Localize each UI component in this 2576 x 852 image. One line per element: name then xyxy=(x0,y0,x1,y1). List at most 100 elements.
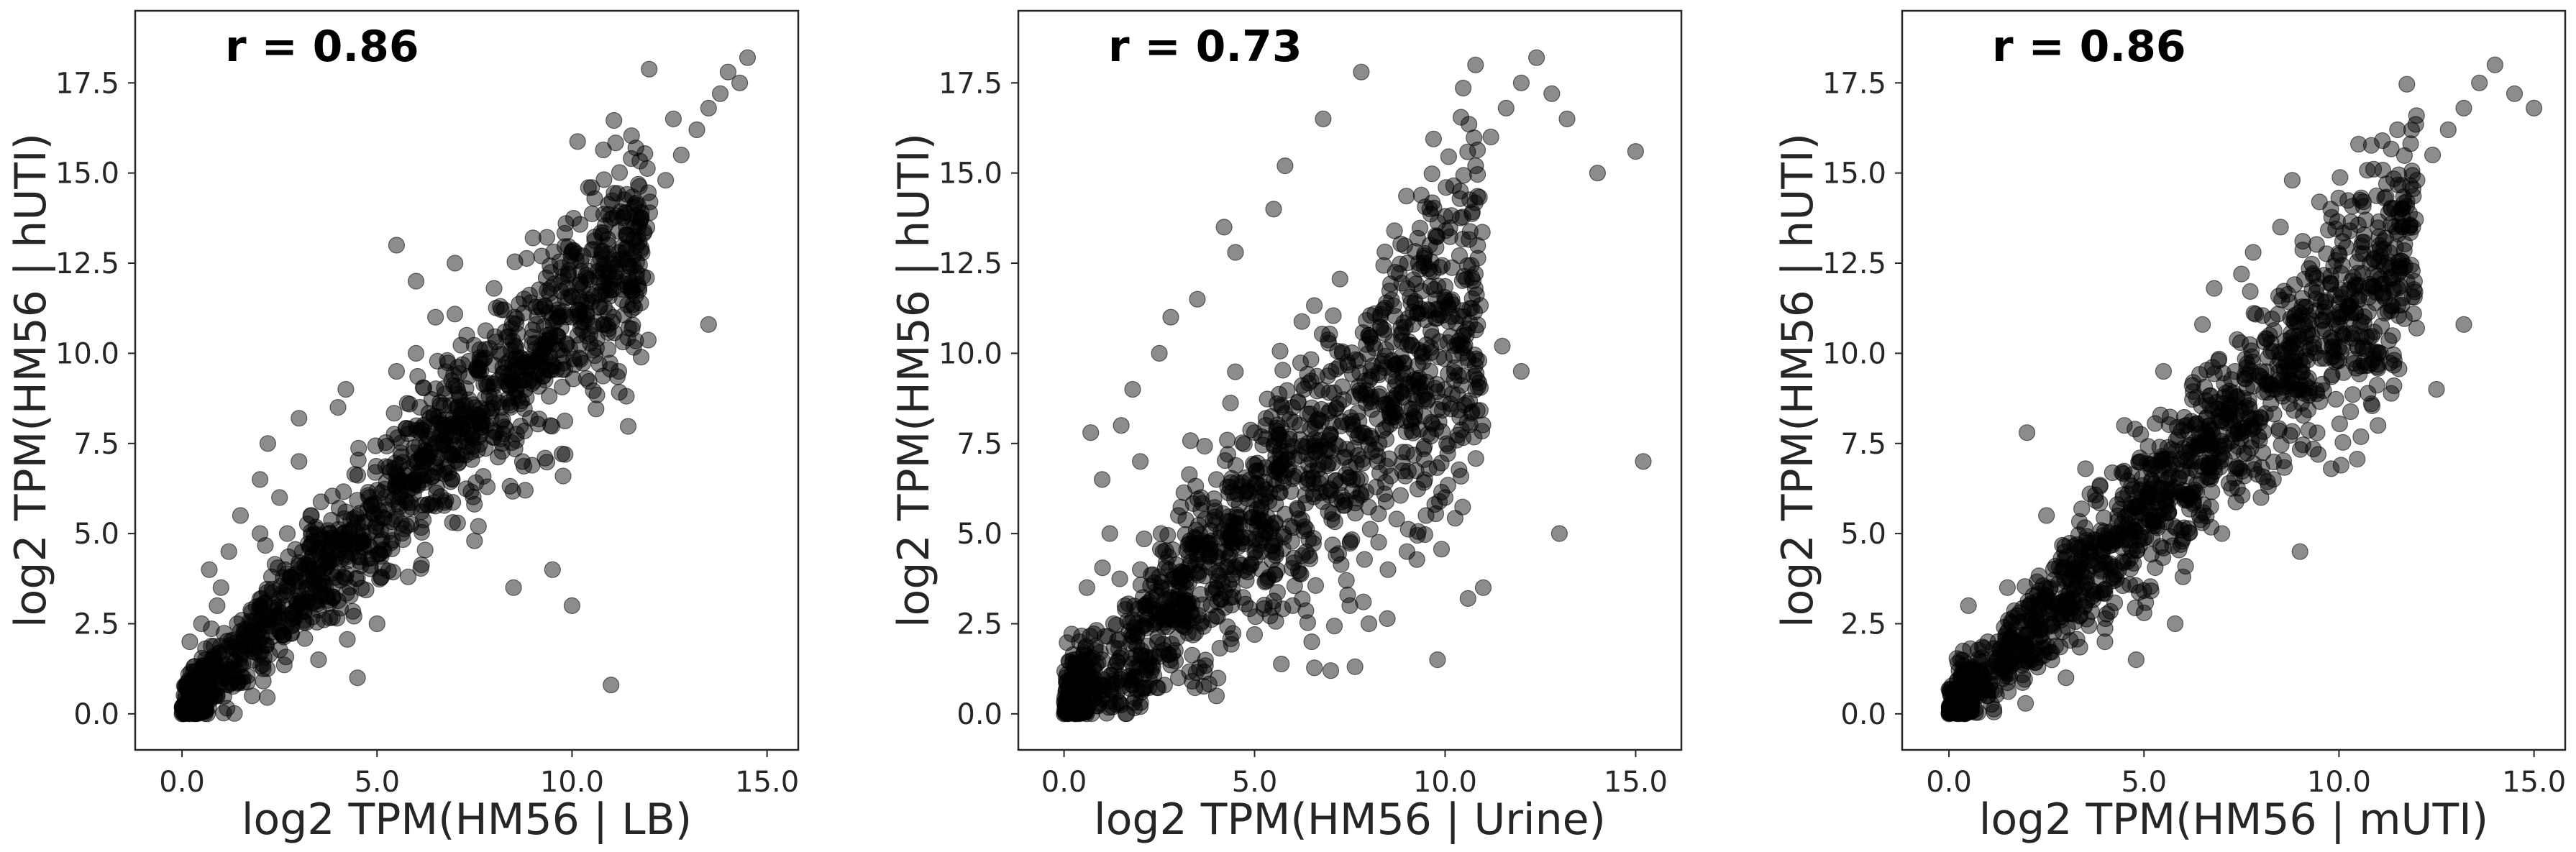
density-point xyxy=(569,133,586,150)
density-point xyxy=(1420,460,1438,477)
density-point xyxy=(2405,305,2422,322)
density-point xyxy=(314,585,331,603)
scatter-point xyxy=(1452,183,1469,200)
scatter-point xyxy=(2370,417,2387,434)
density-point xyxy=(491,298,509,315)
density-point xyxy=(538,229,556,246)
density-point xyxy=(2091,477,2109,494)
scatter-point xyxy=(1303,633,1320,651)
scatter-point xyxy=(641,193,659,211)
density-point xyxy=(1293,313,1310,330)
density-point xyxy=(1330,545,1348,562)
scatter-point xyxy=(2038,507,2055,524)
scatter-point xyxy=(1353,63,1370,81)
scatter-point xyxy=(252,471,269,488)
density-point xyxy=(385,405,403,422)
scatter-point xyxy=(376,496,393,513)
density-point xyxy=(1250,509,1267,527)
density-point xyxy=(636,145,654,162)
density-point xyxy=(1094,691,1111,708)
density-point xyxy=(1276,505,1294,523)
scatter-point xyxy=(302,507,319,524)
scatter-point xyxy=(2315,337,2332,354)
density-point xyxy=(1184,646,1201,664)
density-point xyxy=(1330,395,1348,413)
density-point xyxy=(2249,466,2266,483)
scatter-point xyxy=(2291,352,2308,369)
density-point xyxy=(1274,362,1292,379)
scatter-point xyxy=(485,280,503,297)
density-point xyxy=(516,290,533,308)
density-point xyxy=(1423,165,1440,183)
density-point xyxy=(493,435,511,452)
density-point xyxy=(546,275,563,293)
scatter-point xyxy=(2272,219,2289,236)
density-point xyxy=(2391,216,2408,233)
density-point xyxy=(2345,325,2362,342)
density-point xyxy=(411,398,429,416)
density-point xyxy=(1459,143,1476,160)
scatter-point xyxy=(1398,280,1416,297)
scatter-point xyxy=(2019,424,2036,441)
scatter-point xyxy=(505,579,522,596)
density-point xyxy=(611,203,629,221)
scatter-point xyxy=(181,705,198,723)
scatter-point xyxy=(548,326,565,344)
density-point xyxy=(269,559,287,577)
density-point xyxy=(1458,326,1475,344)
density-point xyxy=(588,330,606,347)
scatter-point xyxy=(232,507,249,524)
scatter-point xyxy=(388,237,406,254)
scatter-point xyxy=(271,489,288,506)
density-point xyxy=(1356,551,1374,568)
density-point xyxy=(243,603,260,621)
y-tick-label: 10.0 xyxy=(1822,337,1886,370)
scatter-point xyxy=(439,446,456,463)
density-point xyxy=(1339,586,1356,604)
density-point xyxy=(1331,270,1348,288)
scatter-point xyxy=(1276,157,1294,175)
scatter-point xyxy=(407,344,425,362)
density-point xyxy=(1148,679,1166,697)
density-point xyxy=(2332,265,2349,282)
density-point xyxy=(1302,405,1319,423)
density-point xyxy=(1222,630,1239,648)
density-point xyxy=(2178,467,2196,485)
density-point xyxy=(259,689,276,706)
scatter-point xyxy=(220,543,237,560)
scatter-point xyxy=(524,352,542,369)
scatter-point xyxy=(1284,398,1302,416)
scatter-point xyxy=(1550,525,1568,542)
density-point xyxy=(1471,379,1489,396)
density-point xyxy=(180,666,197,683)
scatter-points xyxy=(1940,56,2543,723)
panel-urine: 0.0 5.0 10.0 15.0 0.02.55.07.510.012.515.01… xyxy=(889,9,1683,845)
density-point xyxy=(1451,461,1468,478)
density-point xyxy=(1433,541,1451,558)
scatter-point xyxy=(1940,705,1958,723)
density-point xyxy=(337,565,355,582)
density-point xyxy=(2301,387,2318,404)
density-point xyxy=(2265,471,2282,488)
density-point xyxy=(507,350,524,367)
density-point xyxy=(1399,521,1417,538)
density-point xyxy=(329,592,347,610)
density-point xyxy=(2242,283,2259,300)
density-point xyxy=(2084,591,2102,608)
scatter-point xyxy=(1971,662,1989,679)
density-point xyxy=(611,383,628,401)
density-point xyxy=(2050,559,2068,576)
density-point xyxy=(578,269,595,286)
density-point xyxy=(2285,313,2302,330)
scatter-point xyxy=(1169,507,1187,524)
density-point xyxy=(424,425,441,442)
density-point xyxy=(2035,647,2052,664)
density-point xyxy=(1405,386,1422,403)
density-point xyxy=(619,418,637,435)
density-point xyxy=(508,425,526,443)
scatter-point xyxy=(2237,398,2254,416)
scatter-point xyxy=(2428,380,2445,398)
scatter-point xyxy=(1284,597,1302,615)
density-point xyxy=(549,342,566,359)
density-point xyxy=(406,439,423,457)
